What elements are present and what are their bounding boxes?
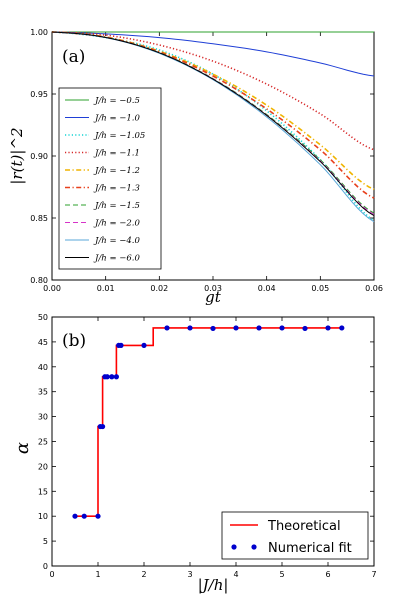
legend-label-j-h-1.0: J/h = −1.0 [93,114,141,124]
panel-a-ylabel-text: |r(t)|^2 [8,127,26,184]
panel-b-xtick-label: 4 [233,570,238,579]
series-line-j-h-1.0 [51,31,375,77]
panel-a-xlabel: gt [205,288,222,306]
data-point-numerical-fit [95,513,101,519]
panel-a-legend: J/h = −0.5 J/h = −1.0 J/h = −1.05 J/h = −1.… [58,87,162,270]
data-point-numerical-fit [233,325,239,331]
panel-b-label: (b) [62,331,86,351]
panel-b-xtick-label: 2 [141,570,146,579]
data-point-numerical-fit [113,374,119,380]
legend-label-j-h-1.05: J/h = −1.05 [93,131,145,141]
panel-b-ytick-label: 10 [38,512,48,521]
panel-b-ytick-label: 0 [43,562,48,571]
panel-a-ylabel: |r(t)|^2 [8,127,26,184]
legend-label-j-h-1.3: J/h = −1.3 [93,184,140,194]
panel-b-xtick-label: 3 [187,570,192,579]
panel-b-ylabel: α [12,442,33,454]
data-point-numerical-fit [104,374,110,380]
data-point-numerical-fit [325,325,331,331]
panel-a-legend-box [58,87,162,270]
legend-swatch-numerical-fit [231,544,237,550]
panel-b-ytick-label: 5 [43,537,48,546]
legend-label-j-h-2.0: J/h = −2.0 [93,219,141,229]
panel-a-label: (a) [62,47,85,67]
panel-b-ytick-label: 45 [38,338,48,347]
panel-b-xtick-label: 7 [371,570,376,579]
panel-a: 0.00 0.01 0.02 0.03 0.04 0.05 0.06 0.80 0.85 0.90… [8,28,383,306]
data-point-numerical-fit [109,374,115,380]
data-point-numerical-fit [210,325,216,332]
legend-label-j-h-4.0: J/h = −4.0 [93,236,141,246]
legend-swatch-numerical-fit [251,544,257,550]
legend-label-j-h-1.1: J/h = −1.1 [93,149,140,159]
data-point-numerical-fit [100,423,106,430]
legend-label-j-h-6.0: J/h = −6.0 [93,254,141,264]
panel-b-xtick-label: 5 [279,570,284,579]
series-line-j-h-6.0 [51,31,375,216]
panel-b-series [72,325,345,519]
legend-label-j-h-1.5: J/h = −1.5 [93,201,140,211]
panel-b-legend: Theoretical Numerical fit [221,511,369,560]
data-point-numerical-fit [164,325,170,331]
legend-label-numerical-fit: Numerical fit [268,541,352,556]
legend-label-theoretical: Theoretical [267,519,341,534]
panel-a-xtick-label: 0.04 [258,284,276,293]
data-point-numerical-fit [118,342,124,348]
data-point-numerical-fit [256,325,262,331]
panel-a-xtick-label: 0.06 [365,284,383,293]
panel-b-ytick-label: 15 [38,487,48,496]
panel-b-xtick-label: 0 [49,570,54,579]
panel-a-series [51,31,375,223]
panel-a-ytick-label: 0.95 [30,90,48,99]
panel-a-ytick-label: 0.90 [30,152,48,161]
panel-a-xtick-label: 0.03 [204,284,222,293]
panel-b-ytick-label: 30 [38,413,48,422]
panel-b-ytick-label: 40 [38,363,48,372]
data-point-numerical-fit [81,513,87,519]
series-line-j-h-1.3 [51,31,375,199]
data-point-numerical-fit [141,342,147,348]
data-point-numerical-fit [302,325,308,332]
legend-label-j-h-0.5: J/h = −0.5 [93,96,140,106]
panel-a-ytick-label: 1.00 [30,28,48,37]
panel-a-ticks: 0.00 0.01 0.02 0.03 0.04 0.05 0.06 0.80 0.85 0.90… [30,28,383,293]
data-point-numerical-fit [72,513,78,519]
data-point-numerical-fit [279,325,285,331]
data-point-numerical-fit [339,325,345,331]
panel-a-xtick-label: 0.02 [150,284,168,293]
panel-a-xtick-label: 0.00 [43,284,61,293]
panel-b-xlabel: |J/h| [198,576,229,594]
panel-b-xtick-label: 1 [95,570,100,579]
panel-a-ytick-label: 0.85 [30,214,48,223]
panel-b-xtick-label: 6 [325,570,330,579]
panel-b-ytick-label: 35 [38,388,48,397]
panel-b-ytick-label: 25 [38,438,48,447]
panel-b-ytick-label: 50 [38,313,48,322]
panel-b-ytick-label: 20 [38,462,48,471]
panel-a-xlabel-text: gt [205,288,222,306]
panel-a-xtick-label: 0.05 [311,284,329,293]
panel-b-legend-box [221,511,369,560]
panel-a-xtick-label: 0.01 [97,284,115,293]
data-point-numerical-fit [187,325,193,331]
legend-label-j-h-1.2: J/h = −1.2 [93,166,140,176]
panel-a-ytick-label: 0.80 [30,276,48,285]
